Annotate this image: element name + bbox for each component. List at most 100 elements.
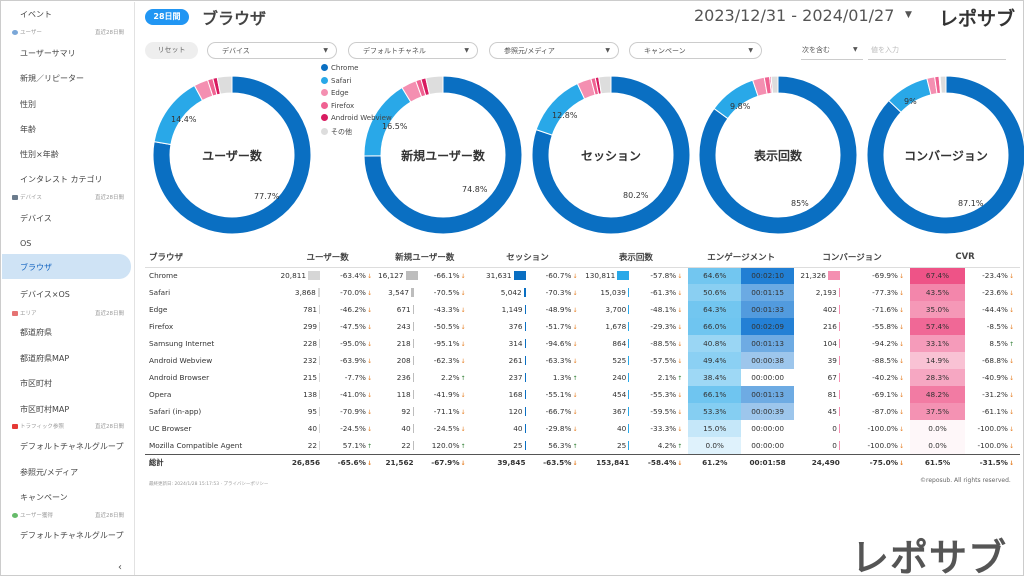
sidebar-item-city-map[interactable]: 市区町村MAP [20,405,70,414]
donut-slice-その他[interactable] [216,75,233,95]
chevron-down-icon[interactable]: ▼ [853,46,858,53]
cell-cvr-delta: -61.1%↓ [965,403,1020,420]
sidebar-item-prefecture-map[interactable]: 都道府県MAP [20,354,70,363]
col-header-browser[interactable]: ブラウザ [145,247,278,268]
total-sess: 39,845 [471,453,529,471]
sidebar-item-city[interactable]: 市区町村 [20,379,52,388]
match-select[interactable]: 次を含む [802,46,830,54]
table-row[interactable]: Samsung Internet 228 -95.0%↓ 218 -95.1%↓ 314-… [145,335,1020,352]
sidebar-item-source-medium[interactable]: 参照元/メディア [20,468,79,477]
sidebar-item-browser[interactable]: ブラウザ [2,254,131,279]
table-row[interactable]: Android Browser 215 -7.7%↓ 236 2.2%↑ 237 1.3%↑… [145,369,1020,386]
sidebar-item-default-channel-2[interactable]: デフォルトチャネルグループ [20,531,124,540]
donut-slice-safari[interactable] [535,82,586,136]
table-row[interactable]: Opera 138 -41.0%↓ 118 -41.9%↓ 168 -55.1%↓ 454 -5… [145,386,1020,403]
sidebar-item-device-os[interactable]: デバイス×OS [20,290,70,299]
sidebar-item-default-channel[interactable]: デフォルトチャネルグループ [20,442,124,451]
sidebar-item-new-returning[interactable]: 新規／リピーター [20,74,84,83]
legend-item[interactable]: Edge [321,89,392,102]
donut-slice-その他[interactable] [425,75,444,96]
source-medium-filter[interactable]: 参照元/メディア ▼ [489,42,619,59]
donut-slice-chrome[interactable] [866,75,1024,235]
sidebar-item-interest[interactable]: インタレスト カテゴリ [20,175,103,184]
cell-views-delta: -57.5%↓ [632,352,688,369]
table-row[interactable]: Firefox 299 -47.5%↓ 243 -50.5%↓ 376 -51.7%↓ 1,6… [145,318,1020,335]
arrow-down-icon: ↓ [677,290,683,297]
donut-slice-その他[interactable] [598,75,612,95]
chevron-down-icon[interactable]: ▼ [905,10,912,20]
sidebar-item-prefecture[interactable]: 都道府県 [20,328,52,337]
cell-users-delta: -7.7%↓ [323,369,378,386]
collapse-sidebar-icon[interactable]: ‹ [118,562,122,573]
campaign-filter[interactable]: キャンペーン ▼ [629,42,762,59]
table-row[interactable]: Chrome 20,811 -63.4%↓ 16,127 -66.1%↓ 31,631 -6… [145,267,1020,284]
legend-item[interactable]: Chrome [321,64,392,77]
col-header-users[interactable]: ユーザー数 [277,247,378,268]
delta-value: -61.3% [650,288,677,297]
donut-slice-safari[interactable] [713,79,759,120]
legend-item[interactable]: Firefox [321,101,392,115]
sidebar-item-gender-age[interactable]: 性別×年齢 [20,150,59,159]
total-views-d: -58.4%↓ [632,453,689,471]
sidebar-item-user-summary[interactable]: ユーザーサマリ [20,49,76,58]
legend-item[interactable]: その他 [321,127,392,140]
table-row[interactable]: UC Browser 40 -24.5%↓ 40 -24.5%↓ 40 -29.8%↓ 40-… [145,420,1020,437]
sidebar-item-age[interactable]: 年齢 [20,125,36,134]
cell-engagement-rate: 50.6% [688,284,742,301]
donut-slice-safari[interactable] [888,77,932,113]
col-header-views[interactable]: 表示回数 [583,247,689,268]
col-header-cvr[interactable]: CVR [910,247,1020,268]
sidebar-item-device[interactable]: デバイス [20,214,52,223]
delta-value: -55.8% [872,322,898,331]
date-range[interactable]: 2023/12/31 - 2024/01/27 [694,6,895,25]
col-header-conversions[interactable]: コンバージョン [794,247,911,268]
arrow-down-icon: ↓ [460,324,466,331]
cell-new-users: 22 [378,437,417,454]
col-header-sessions[interactable]: セッション [471,247,584,268]
legend-item[interactable]: Android Webview [321,114,392,127]
cell-views: 525 [583,352,632,369]
arrow-down-icon: ↓ [1008,324,1014,331]
sidebar-item-os[interactable]: OS [20,239,32,248]
conversions-bar [838,339,840,348]
period-badge[interactable]: 28日間 [145,9,189,25]
legend-item[interactable]: Safari [321,76,392,90]
views-bar [628,356,630,365]
reset-button[interactable]: リセット [145,42,198,59]
donut-pct-main: 77.7% [254,192,280,201]
donut-slice-chrome[interactable] [152,75,312,235]
cell-users: 781 [277,301,323,318]
cell-users: 95 [277,403,323,420]
table-row[interactable]: Edge 781 -46.2%↓ 671 -43.3%↓ 1,149 -48.9%↓ 3,70… [145,301,1020,318]
table-row[interactable]: Android Webview 232 -63.9%↓ 208 -62.3%↓ 261 -6… [145,352,1020,369]
arrow-down-icon: ↓ [899,290,905,297]
delta-value: -70.5% [433,288,460,297]
table-row[interactable]: Mozilla Compatible Agent 22 57.1%↑ 22 120.0%… [145,437,1020,454]
donut-slice-chrome[interactable] [363,75,523,235]
sidebar-item-campaign[interactable]: キャンペーン [20,493,68,502]
col-header-engagement[interactable]: エンゲージメント [688,247,795,268]
delta-value: 4.2% [657,440,677,450]
table-row[interactable]: Safari (in-app) 95 -70.9%↓ 92 -71.1%↓ 120 -66.… [145,403,1020,420]
device-filter[interactable]: デバイス ▼ [207,42,337,59]
delta-value: -41.9% [433,390,460,399]
sidebar-item-events[interactable]: イベント [20,10,52,19]
value-input[interactable]: 値を入力 [871,46,899,54]
donut-slice-その他[interactable] [770,75,779,94]
donut-slice-chrome[interactable] [698,75,858,235]
donut-svg [531,75,691,235]
views-bar [628,322,630,331]
donut-slice-その他[interactable] [939,75,947,94]
donut-pct-main: 80.2% [623,191,649,200]
cell-browser: Safari [149,288,171,297]
channel-filter[interactable]: デフォルトチャネル ▼ [348,42,478,59]
sidebar-item-gender[interactable]: 性別 [20,100,36,109]
table-row[interactable]: Safari 3,868 -70.0%↓ 3,547 -70.5%↓ 5,042 -70.3… [145,284,1020,301]
cell-cvr: 0.0% [910,437,965,454]
delta-value: -57.8% [650,271,677,281]
cell-conversions-delta: -94.2%↓ [843,335,910,352]
donut-slice-chrome[interactable] [531,75,691,235]
delta-value: -71.1% [433,407,460,416]
section-period: 直近28日間 [95,195,124,201]
col-header-new-users[interactable]: 新規ユーザー数 [377,247,472,268]
